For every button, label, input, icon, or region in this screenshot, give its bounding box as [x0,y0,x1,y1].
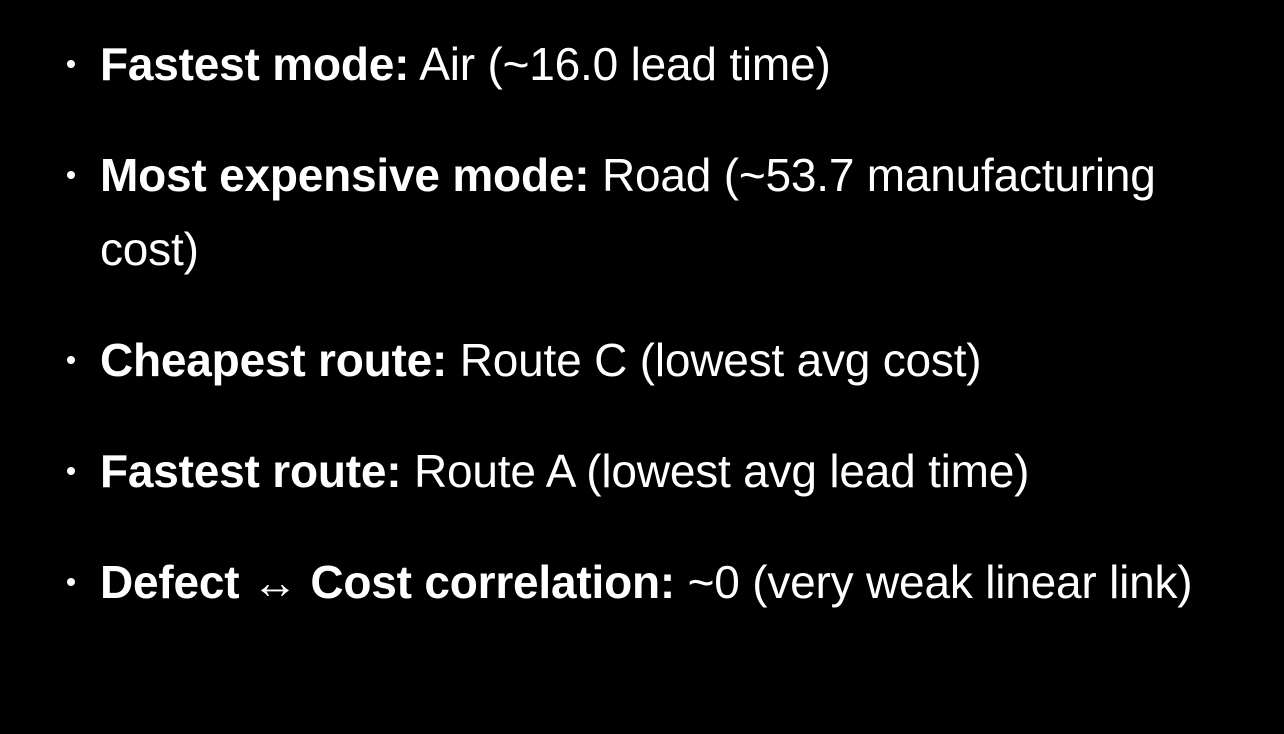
bullet-text: Route A (lowest avg lead time) [413,445,1030,497]
bullet-text: Road (~53.7 manufacturing cost) [100,149,1156,275]
bullet-most-expensive-mode: Most expensive mode: Road (~53.7 manufac… [67,138,1230,286]
bullet-fastest-route: Fastest route: Route A (lowest avg lead … [67,434,1230,508]
bullet-text: Route C (lowest avg cost) [459,334,982,386]
bullet-cheapest-route: Cheapest route: Route C (lowest avg cost… [67,323,1230,397]
bullet-label: Cheapest route: [100,334,448,386]
bullet-text: ~0 (very weak linear link) [687,556,1193,608]
bullet-label: Fastest mode: [100,38,410,90]
bullet-defect-cost-correlation: Defect ↔ Cost correlation: ~0 (very weak… [67,545,1230,619]
bullet-label: Most expensive mode: [100,149,590,201]
bullet-label: Defect ↔ Cost correlation: [100,556,676,608]
bullet-text: Air (~16.0 lead time) [419,38,831,90]
bullet-fastest-mode: Fastest mode: Air (~16.0 lead time) [67,27,1230,101]
bullet-label: Fastest route: [100,445,402,497]
